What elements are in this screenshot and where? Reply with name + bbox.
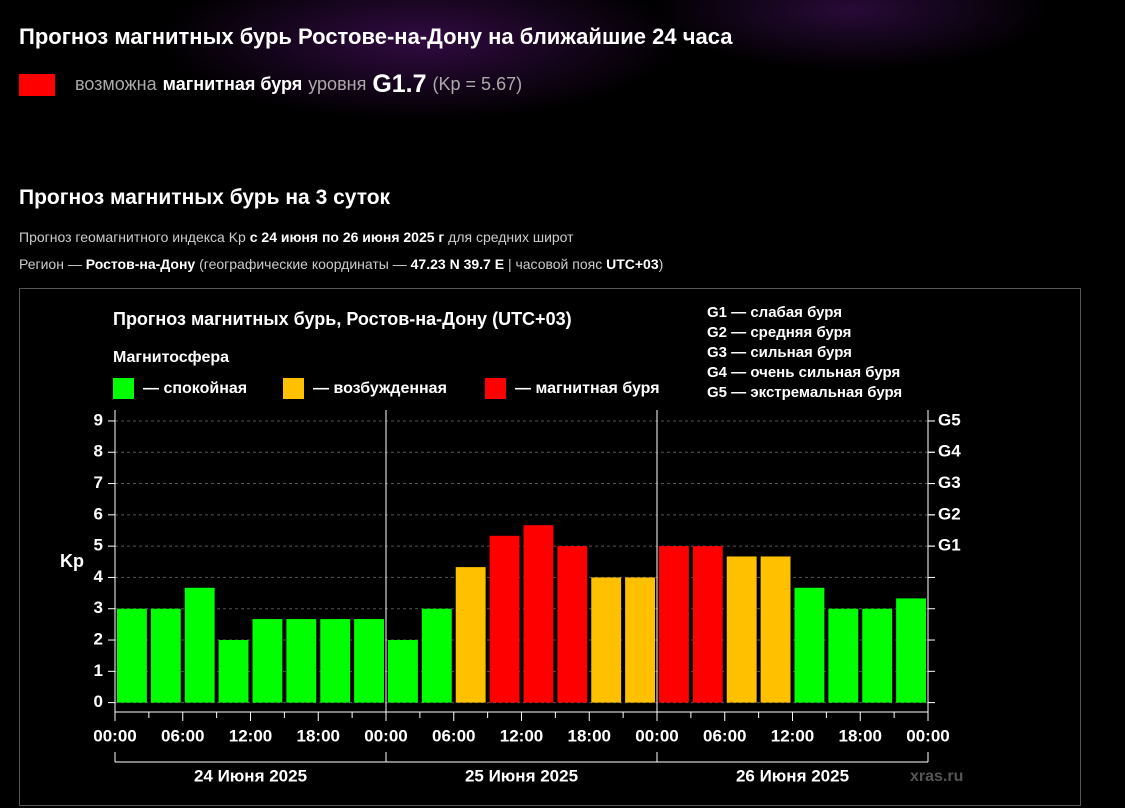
y2-tick-label: G1: [938, 536, 961, 555]
info-text: Ростов-на-Дону: [85, 256, 196, 272]
bar: [354, 619, 384, 703]
day-label: 25 Июня 2025: [465, 766, 578, 785]
info-text: с 24 июня по 26 июня 2025 г: [249, 229, 445, 245]
legend-swatch: [485, 378, 506, 399]
info-text: Прогноз геомагнитного индекса Kp: [19, 229, 246, 245]
status-swatch: [19, 73, 55, 96]
bar: [523, 525, 554, 703]
y-tick-label: 6: [94, 504, 103, 523]
x-tick-label: 00:00: [635, 726, 678, 745]
bar: [659, 546, 689, 703]
x-tick-label: 18:00: [568, 726, 611, 745]
status-text: магнитная буря: [162, 74, 303, 94]
bar: [252, 619, 283, 703]
g-legend-item: G5 — экстремальная буря: [707, 384, 902, 401]
g-legend-item: G3 — сильная буря: [707, 344, 852, 361]
bar: [625, 577, 655, 703]
info-text: ): [658, 256, 664, 272]
bar: [455, 567, 486, 703]
info-text: для средних широт: [448, 229, 574, 245]
legend-swatch: [283, 378, 304, 399]
watermark: xras.ru: [910, 768, 963, 785]
info-text: (географические координаты —: [199, 256, 407, 272]
y-tick-label: 4: [94, 567, 104, 586]
bar: [218, 640, 249, 703]
info-text: 47.23 N 39.7 E: [410, 256, 505, 272]
title: Прогноз магнитных бурь Ростове-на-Дону н…: [19, 24, 733, 49]
legend-swatch: [113, 378, 134, 399]
x-tick-label: 18:00: [297, 726, 340, 745]
bar: [421, 608, 452, 703]
x-tick-label: 00:00: [93, 726, 136, 745]
legend-title: Магнитосфера: [113, 349, 229, 366]
legend-label: — возбужденная: [313, 380, 447, 397]
g-legend-item: G1 — слабая буря: [707, 304, 842, 321]
day-label: 24 Июня 2025: [194, 766, 307, 785]
bar: [184, 587, 215, 703]
status-text: уровня: [308, 74, 367, 94]
y-tick-label: 1: [94, 661, 103, 680]
status-level: G1.7: [372, 70, 427, 98]
bar: [896, 598, 926, 703]
g-legend-item: G2 — средняя буря: [707, 324, 851, 341]
bar: [117, 608, 147, 703]
y-tick-label: 0: [94, 692, 103, 711]
y2-tick-label: G5: [938, 410, 961, 429]
info-text: UTC+03: [606, 256, 659, 272]
bar: [150, 608, 181, 703]
y2-tick-label: G4: [938, 442, 961, 461]
x-tick-label: 00:00: [364, 726, 407, 745]
x-tick-label: 18:00: [839, 726, 882, 745]
y-tick-label: 5: [94, 536, 103, 555]
x-tick-label: 06:00: [161, 726, 204, 745]
day-label: 26 Июня 2025: [736, 766, 849, 785]
info-text: | часовой пояс: [507, 256, 603, 272]
bar: [794, 587, 825, 703]
section-title: Прогноз магнитных бурь на 3 суток: [19, 186, 391, 209]
y2-tick-label: G3: [938, 473, 961, 492]
chart-title: Прогноз магнитных бурь, Ростов-на-Дону (…: [113, 309, 572, 329]
bar: [489, 535, 520, 703]
y-tick-label: 8: [94, 442, 103, 461]
x-tick-label: 00:00: [906, 726, 949, 745]
status: возможна магнитная буря уровня G1.7 (Kp …: [19, 70, 522, 99]
chart-frame: [19, 288, 1081, 806]
bar: [828, 608, 859, 703]
bar: [862, 608, 893, 703]
status-text: (Kp = 5.67): [432, 74, 523, 94]
y2-tick-label: G2: [938, 504, 961, 523]
x-tick-label: 12:00: [500, 726, 543, 745]
bar: [760, 556, 791, 703]
legend-label: — спокойная: [143, 380, 247, 397]
bar: [692, 546, 723, 703]
y-axis-label: Kp: [60, 551, 84, 571]
x-tick-label: 12:00: [229, 726, 272, 745]
info: Регион — Ростов-на-Дону (географические …: [19, 256, 663, 272]
bar: [320, 619, 351, 703]
bar: [286, 619, 317, 703]
y-tick-label: 3: [94, 598, 103, 617]
y-tick-label: 7: [94, 473, 103, 492]
info: Прогноз геомагнитного индекса Kp с 24 ию…: [19, 229, 574, 245]
x-tick-label: 06:00: [432, 726, 475, 745]
bar: [557, 546, 588, 703]
status-text: возможна: [75, 74, 157, 94]
g-legend-item: G4 — очень сильная буря: [707, 364, 900, 381]
x-tick-label: 06:00: [703, 726, 746, 745]
info-text: Регион —: [19, 256, 82, 272]
legend-label: — магнитная буря: [515, 380, 660, 397]
y-tick-label: 9: [94, 410, 103, 429]
x-tick-label: 12:00: [771, 726, 814, 745]
bar: [388, 640, 418, 703]
bar: [726, 556, 757, 703]
y-tick-label: 2: [94, 630, 103, 649]
bar: [591, 577, 622, 703]
